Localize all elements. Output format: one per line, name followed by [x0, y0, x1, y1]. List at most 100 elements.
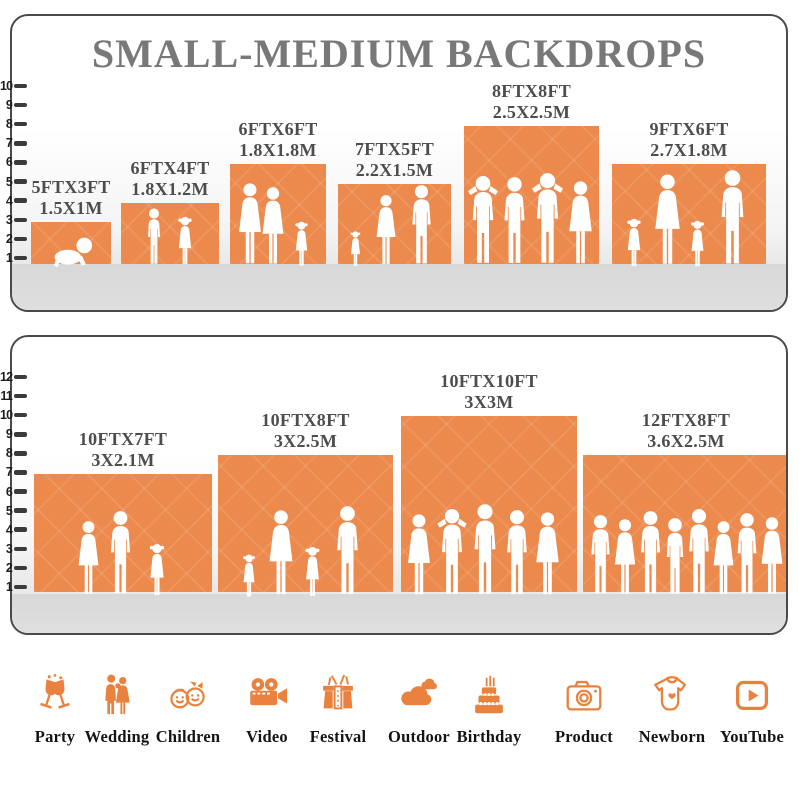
wedding-icon: [94, 672, 140, 718]
tick-number: 1: [5, 251, 13, 265]
tick-mark: [14, 198, 27, 203]
ruler-tick-9ft: 9: [0, 427, 27, 441]
category-label: Children: [155, 727, 221, 746]
people-silhouette: [239, 183, 308, 266]
tick-mark: [14, 584, 27, 590]
category-label: YouTube: [719, 727, 785, 746]
tick-number: 8: [5, 446, 13, 461]
tick-number: 9: [5, 98, 13, 113]
tick-number: 7: [5, 465, 13, 480]
tick-mark: [14, 141, 27, 146]
tick-mark: [14, 470, 27, 475]
people-silhouette: [468, 173, 592, 264]
tick-number: 3: [5, 541, 13, 556]
backdrop-size-label: 10FTX7FT 3X2.1M: [78, 429, 168, 470]
backdrop-7ftx5ft: 7FTX5FT 2.2X1.5M: [338, 139, 451, 266]
category-label: Party: [34, 727, 76, 746]
tick-number: 4: [5, 193, 13, 208]
category-label: Product: [555, 727, 613, 746]
ruler-tick-8ft: 8: [0, 446, 27, 460]
ruler-tick-1ft: 1: [0, 580, 27, 594]
tick-mark: [14, 489, 27, 494]
ruler-tick-6ft: 6: [0, 155, 27, 169]
ruler-tick-9ft: 9: [0, 98, 27, 112]
category-label: Outdoor: [388, 727, 450, 746]
backdrop-size-label: 10FTX10FT 3X3M: [440, 371, 538, 412]
tick-mark: [14, 236, 27, 242]
category-youtube: YouTube: [702, 672, 800, 747]
tick-mark: [14, 412, 27, 418]
backdrop-8ftx8ft: 8FTX8FT 2.5X2.5M: [464, 81, 599, 264]
tick-mark: [14, 83, 27, 89]
ruler-tick-3ft: 3: [0, 213, 27, 227]
newborn-icon: [649, 672, 695, 718]
tick-mark: [14, 121, 27, 127]
tick-number: 9: [5, 427, 13, 442]
ruler-tick-5ft: 5: [0, 504, 27, 518]
tick-number: 2: [5, 560, 13, 575]
tick-number: 4: [5, 522, 13, 537]
backdrop-size-label: 5FTX3FT 1.5X1M: [31, 177, 111, 218]
ruler-tick-1ft: 1: [0, 251, 27, 265]
category-festival: Festival: [288, 672, 388, 747]
tick-mark: [14, 102, 27, 108]
category-label: Birthday: [456, 727, 522, 746]
festival-icon: [315, 672, 361, 718]
category-label: Newborn: [638, 727, 706, 746]
backdrop-10ftx8ft: 10FTX8FT 3X2.5M: [218, 410, 393, 597]
ruler-tick-3ft: 3: [0, 542, 27, 556]
tick-mark: [14, 546, 27, 552]
ruler-tick-2ft: 2: [0, 232, 27, 246]
ground-strip: [12, 264, 786, 310]
backdrop-size-label: 7FTX5FT 2.2X1.5M: [354, 139, 435, 180]
category-wedding: Wedding: [67, 672, 167, 747]
people-silhouette: [627, 170, 744, 267]
backdrop-size-label: 8FTX8FT 2.5X2.5M: [491, 81, 572, 122]
ruler-tick-12ft: 12: [0, 370, 27, 384]
tick-number: 5: [5, 174, 13, 189]
outdoor-icon: [396, 672, 442, 718]
backdrop-size-label: 10FTX8FT 3X2.5M: [261, 410, 350, 451]
people-silhouette: [350, 185, 431, 266]
product-icon: [561, 672, 607, 718]
tick-number: 12: [0, 370, 13, 384]
category-birthday: Birthday: [439, 672, 539, 747]
ruler-tick-6ft: 6: [0, 485, 27, 499]
tick-mark: [14, 160, 27, 165]
backdrop-10ftx10ft: 10FTX10FT 3X3M: [401, 371, 577, 595]
tick-mark: [14, 432, 27, 437]
tick-number: 6: [5, 155, 13, 170]
ruler-tick-10ft: 10: [0, 79, 27, 93]
tick-mark: [14, 527, 27, 532]
category-video: Video: [217, 672, 317, 747]
youtube-icon: [729, 672, 775, 718]
ruler-tick-4ft: 4: [0, 523, 27, 537]
people-silhouette: [243, 506, 358, 597]
tick-number: 2: [5, 231, 13, 246]
ruler-tick-10ft: 10: [0, 408, 27, 422]
tick-mark: [14, 393, 27, 399]
ruler-tick-7ft: 7: [0, 465, 27, 479]
backdrop-6ftx4ft: 6FTX4FT 1.8X1.2M: [121, 158, 219, 265]
ground-strip: [12, 594, 786, 633]
ruler-tick-7ft: 7: [0, 136, 27, 150]
tick-number: 3: [5, 212, 13, 227]
backdrop-size-label: 9FTX6FT 2.7X1.8M: [649, 119, 729, 160]
birthday-icon: [466, 672, 512, 718]
small-medium-panel: SMALL-MEDIUM BACKDROPS 5FTX3FT 1.5X1M 6F…: [10, 14, 788, 312]
tick-number: 1: [5, 580, 13, 594]
category-label: Festival: [309, 727, 367, 746]
backdrop-5ftx3ft: 5FTX3FT 1.5X1M: [31, 177, 111, 267]
ruler-tick-5ft: 5: [0, 175, 27, 189]
category-product: Product: [534, 672, 634, 747]
tick-mark: [14, 374, 27, 380]
tick-number: 6: [5, 484, 13, 499]
large-panel: 10FTX7FT 3X2.1M 10FTX8FT 3X2.5M: [10, 335, 788, 635]
people-silhouette: [408, 504, 559, 595]
tick-mark: [14, 451, 27, 456]
video-icon: [244, 672, 290, 718]
backdrop-size-label: 12FTX8FT 3.6X2.5M: [641, 410, 731, 451]
tick-number: 8: [5, 117, 13, 132]
ruler-tick-8ft: 8: [0, 117, 27, 131]
ruler-tick-2ft: 2: [0, 561, 27, 575]
